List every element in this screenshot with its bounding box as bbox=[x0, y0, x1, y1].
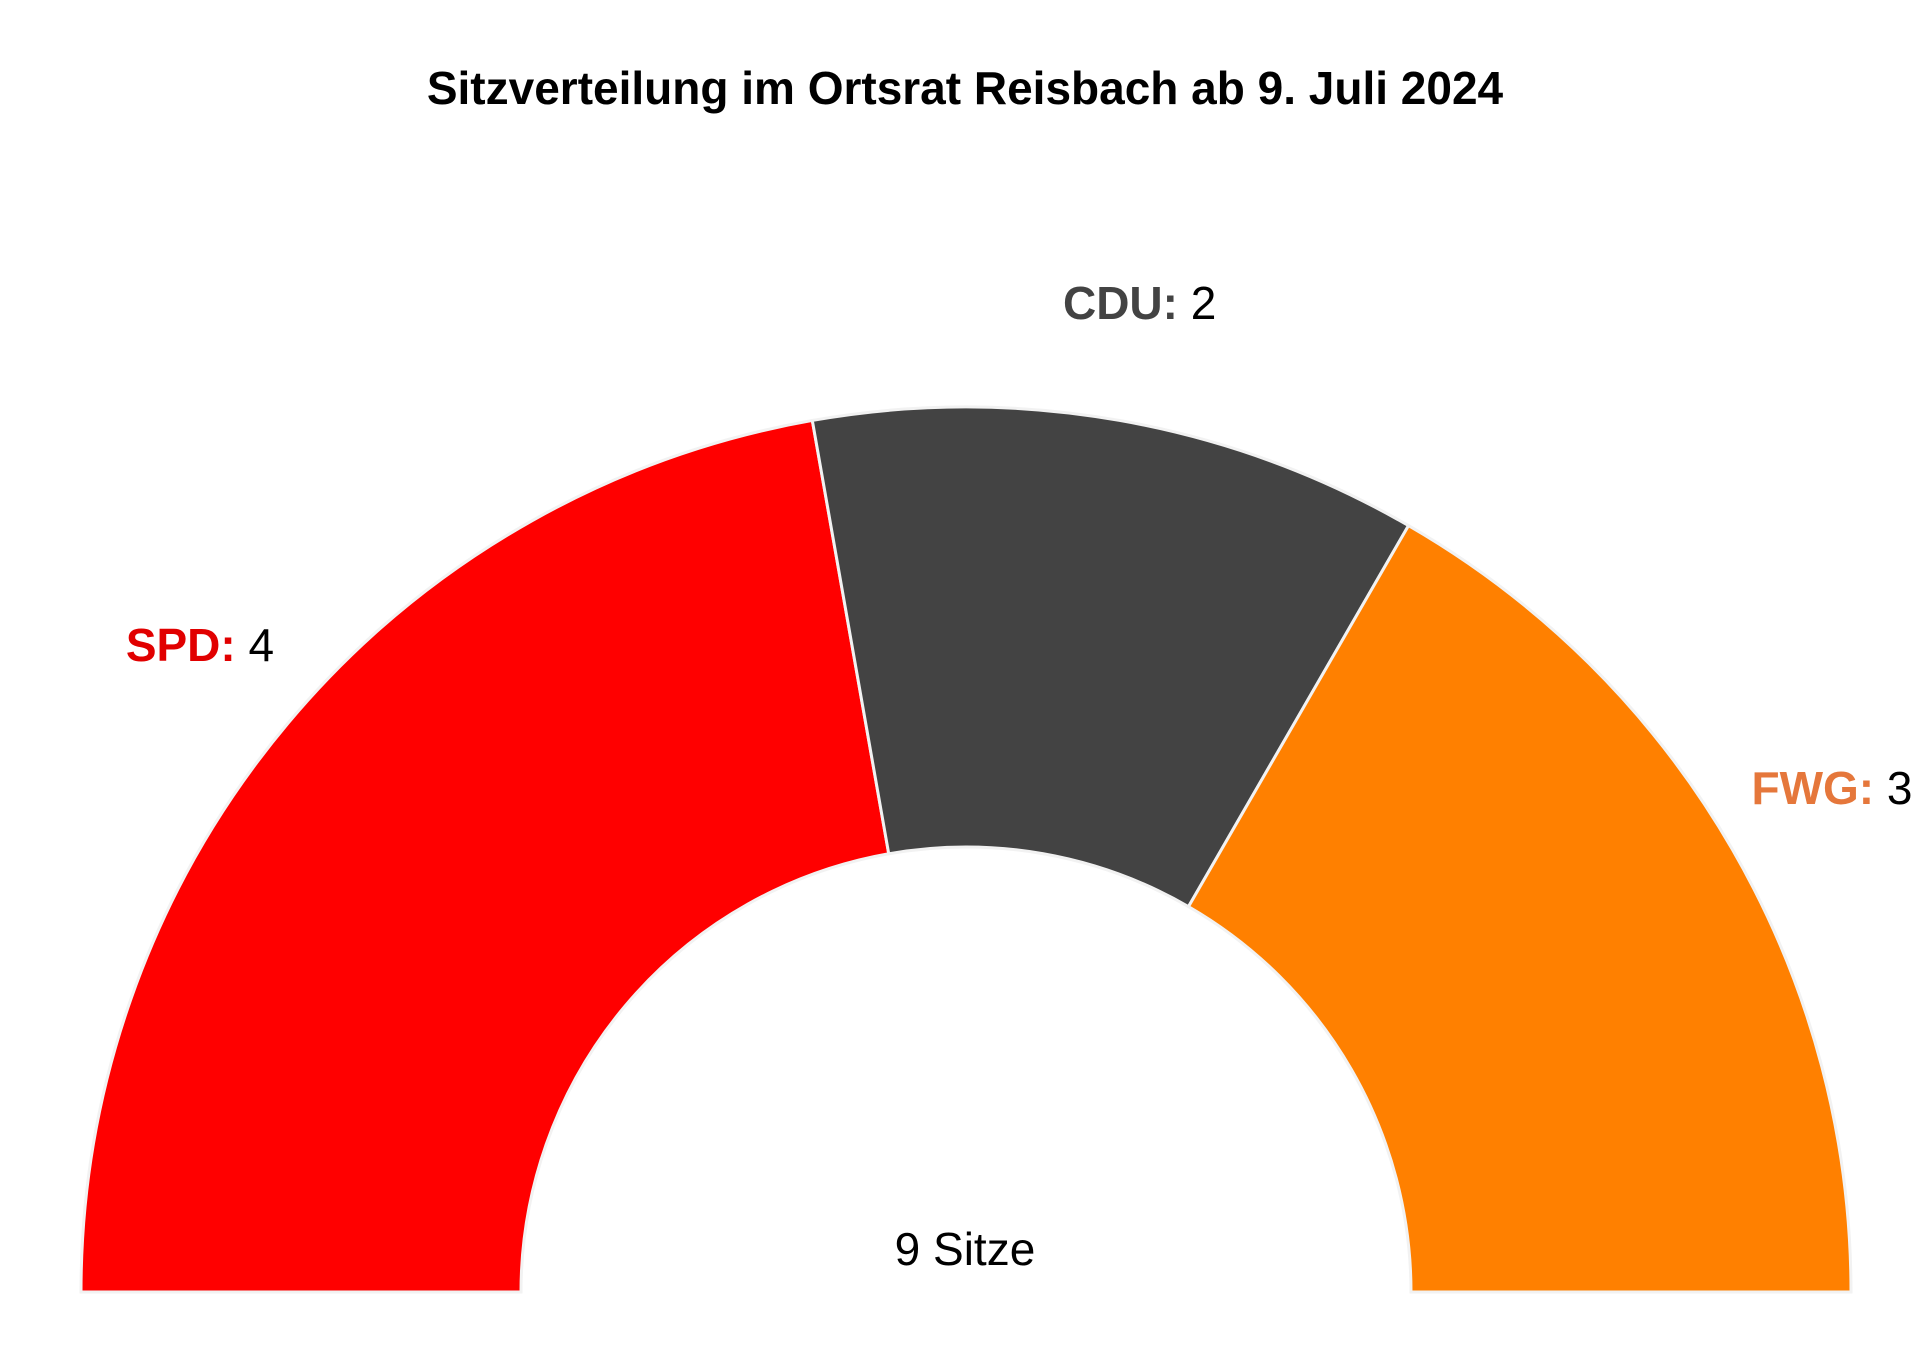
slice-fwg bbox=[1186, 523, 1853, 1294]
party-name-spd: SPD: bbox=[126, 619, 236, 671]
slice-label-cdu: CDU: 2 bbox=[1063, 277, 1216, 329]
party-name-cdu: CDU: bbox=[1063, 277, 1178, 329]
slice-label-fwg: FWG: 3 bbox=[1752, 762, 1913, 814]
seat-labels: SPD: 4 CDU: 2 FWG: 3 bbox=[126, 277, 1913, 814]
seat-count-cdu: 2 bbox=[1178, 277, 1216, 329]
slice-spd bbox=[79, 418, 891, 1294]
party-name-fwg: FWG: bbox=[1752, 762, 1875, 814]
seat-count-spd: 4 bbox=[236, 619, 274, 671]
seat-count-fwg: 3 bbox=[1874, 762, 1912, 814]
slice-label-spd: SPD: 4 bbox=[126, 619, 274, 671]
chart-title: Sitzverteilung im Ortsrat Reisbach ab 9.… bbox=[427, 62, 1504, 114]
total-seats-label: 9 Sitze bbox=[895, 1223, 1036, 1275]
seat-slices bbox=[79, 405, 1853, 1294]
